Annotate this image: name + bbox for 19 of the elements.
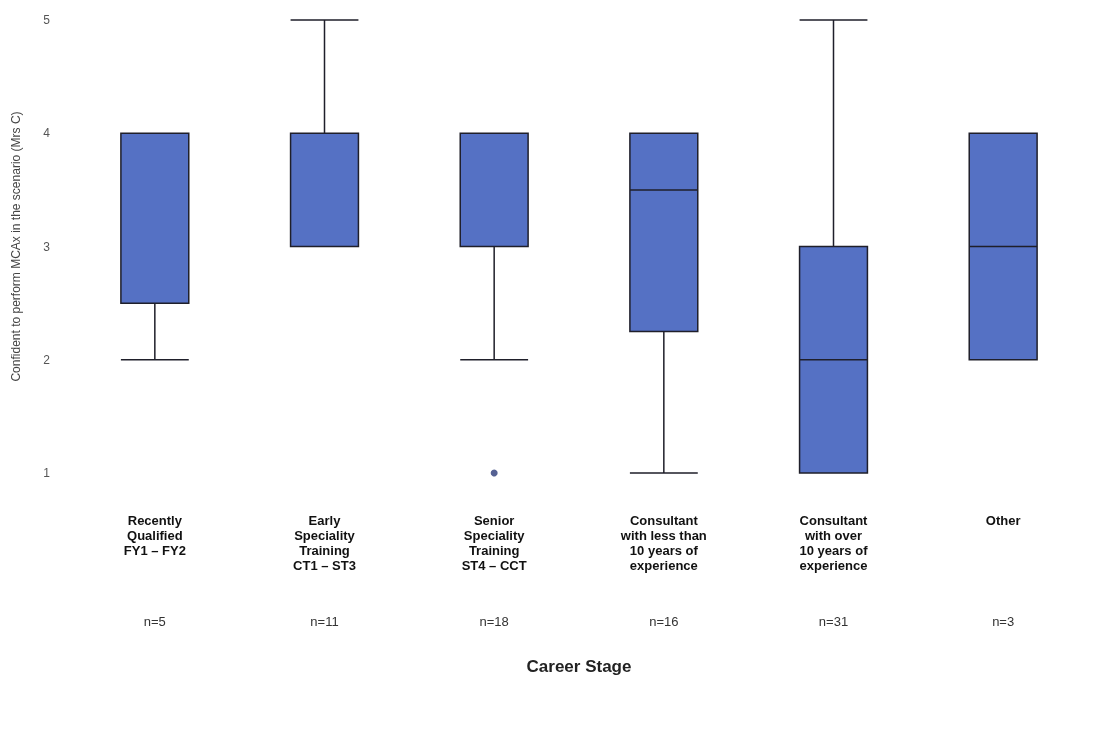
x-tick-label: Early Speciality Training CT1 – ST3 [293, 513, 356, 573]
text: n=5 [143, 614, 166, 629]
text: n=3 [992, 614, 1015, 629]
x-tick-label: Senior Speciality Training ST4 – CCT [461, 513, 527, 573]
y-tick-label: 4 [43, 126, 51, 141]
y-tick-label: 5 [43, 13, 51, 27]
y-tick-label: 1 [43, 466, 51, 480]
y-tick-label: 2 [43, 352, 51, 367]
x-tick-label: Recently Qualified FY1 – FY2 [123, 513, 186, 558]
text: n=31 [818, 614, 849, 629]
x-axis-title: Career Stage [526, 657, 632, 676]
text: n=11 [310, 614, 339, 629]
y-tick-label: 3 [43, 239, 51, 254]
text: n=18 [479, 614, 509, 629]
x-tick-label: Other [985, 513, 1021, 528]
text: n=16 [649, 614, 679, 629]
y-axis-title: Confident to perform MCAx in the scenario (Mrs C) [9, 111, 23, 382]
x-tick-label: Consultant with less than 10 years of experience [619, 513, 707, 573]
x-tick-label: Consultant with over 10 years of experience [799, 513, 869, 573]
